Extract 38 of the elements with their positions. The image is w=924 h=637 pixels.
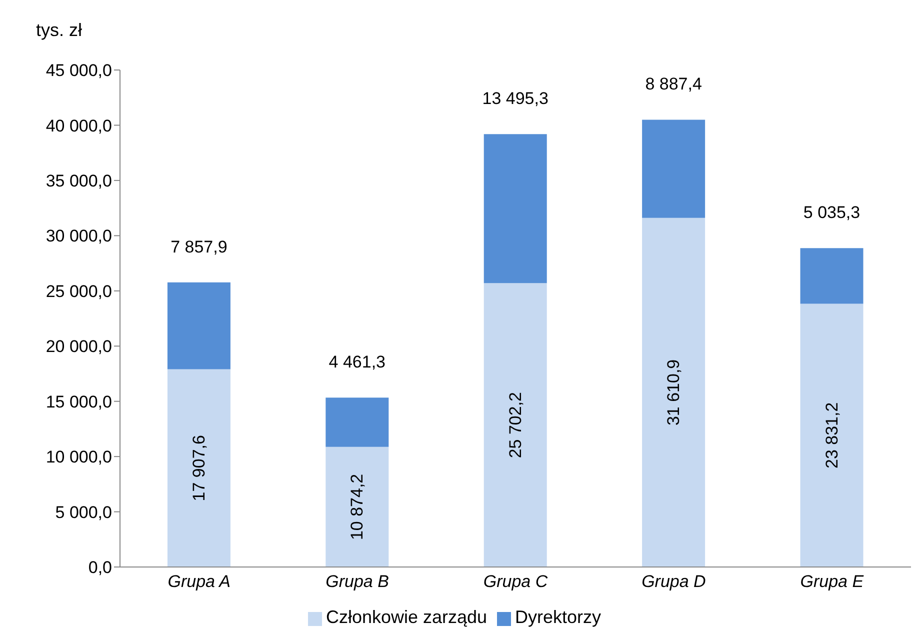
data-label: 13 495,3 <box>482 89 548 108</box>
x-tick-label: Grupa C <box>483 572 548 592</box>
x-tick-label: Grupa A <box>168 572 230 592</box>
bar <box>326 398 389 447</box>
data-label: 5 035,3 <box>803 203 860 222</box>
y-tick-label: 20 000,0 <box>46 337 112 356</box>
data-label: 7 857,9 <box>170 237 228 256</box>
data-label: 10 874,2 <box>348 474 367 540</box>
bar <box>326 446 389 567</box>
data-label: 8 887,4 <box>645 74 702 94</box>
bar <box>642 120 706 218</box>
y-axis-title: tys. zł <box>36 20 82 41</box>
data-label: 17 907,6 <box>189 435 208 502</box>
bar <box>167 369 230 567</box>
data-label: 23 831,2 <box>822 402 842 468</box>
y-tick-label: 40 000,0 <box>46 116 112 136</box>
x-tick-label: Grupa B <box>326 572 389 592</box>
y-tick-label: 30 000,0 <box>46 226 112 246</box>
data-label: 25 702,2 <box>506 392 525 458</box>
y-tick-label: 5 000,0 <box>55 502 112 522</box>
data-label: 31 610,9 <box>664 359 684 426</box>
bar <box>800 304 864 567</box>
bar <box>800 248 864 304</box>
bar <box>484 134 547 284</box>
bar <box>167 282 230 370</box>
data-label: 4 461,3 <box>328 352 386 372</box>
y-tick-label: 15 000,0 <box>46 392 112 412</box>
bar <box>484 283 547 567</box>
y-tick-label: 10 000,0 <box>46 448 112 467</box>
y-tick-label: 45 000,0 <box>46 61 112 80</box>
legend-label: Członkowie zarządu <box>326 607 488 627</box>
bar <box>642 218 706 567</box>
y-tick-label: 0,0 <box>88 558 112 578</box>
y-tick-label: 35 000,0 <box>46 171 112 190</box>
x-tick-label: Grupa D <box>642 572 706 592</box>
x-tick-label: Grupa E <box>800 572 864 592</box>
legend-label: Dyrektorzy <box>515 607 602 627</box>
y-tick-label: 25 000,0 <box>46 282 112 301</box>
